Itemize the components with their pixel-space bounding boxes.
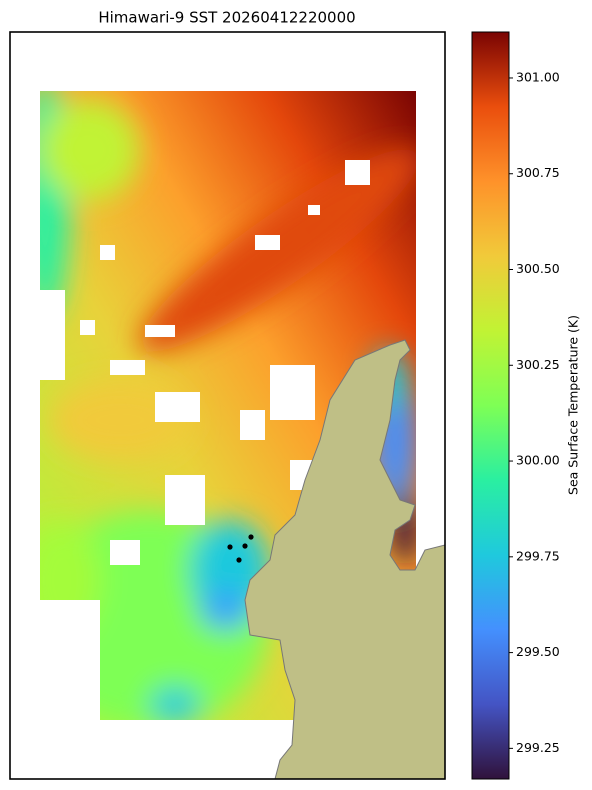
colorbar-tick-label: 299.25 bbox=[516, 740, 560, 755]
cloud-mask bbox=[40, 160, 370, 720]
map-title: Himawari-9 SST 20260412220000 bbox=[98, 9, 355, 27]
colorbar-tick-label: 300.25 bbox=[516, 357, 560, 372]
land bbox=[244, 339, 446, 780]
colorbar-label: Sea Surface Temperature (K) bbox=[566, 315, 581, 495]
colorbar-tick-label: 301.00 bbox=[516, 69, 560, 84]
colorbar-fill bbox=[471, 31, 510, 780]
colorbar-tick-label: 299.50 bbox=[516, 644, 560, 659]
colorbar: 299.25 299.50 299.75 300.00 300.25 300.50 300.… bbox=[471, 31, 560, 780]
colorbar-tick-label: 300.00 bbox=[516, 453, 560, 468]
map-frame bbox=[9, 31, 446, 780]
colorbar-tick-label: 299.75 bbox=[516, 548, 560, 563]
colorbar-tick-label: 300.75 bbox=[516, 165, 560, 180]
colorbar-tick-label: 300.50 bbox=[516, 261, 560, 276]
markers bbox=[227, 534, 254, 563]
